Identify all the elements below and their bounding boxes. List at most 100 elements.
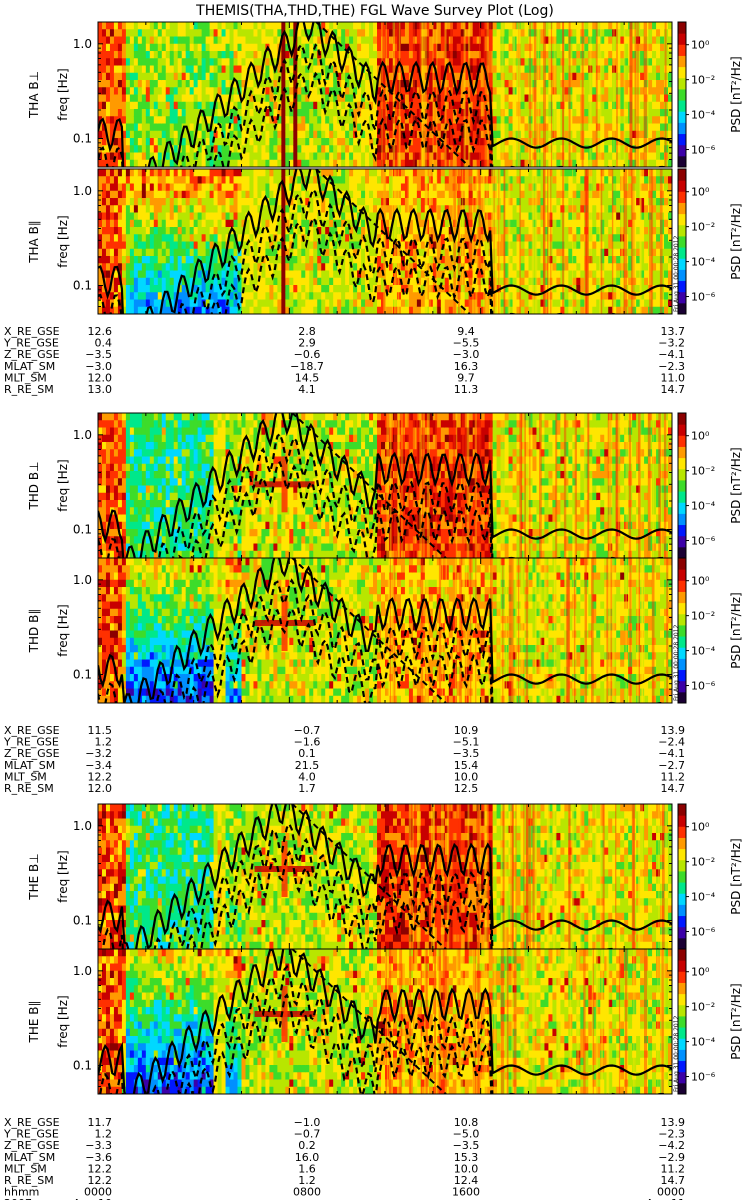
heatmap-cell [552, 36, 558, 45]
heatmap-cell [281, 306, 286, 314]
heatmap-cell [133, 263, 139, 272]
heatmap-cell [105, 241, 111, 250]
heatmap-cell [492, 116, 498, 125]
heatmap-cell [153, 58, 159, 67]
heatmap-cell [173, 248, 179, 257]
heatmap-cell [464, 138, 470, 146]
heatmap-cell [373, 198, 378, 206]
heatmap-cell [305, 94, 310, 103]
heatmap-cell [261, 299, 267, 308]
heatmap-cell [149, 138, 155, 146]
heatmap-cell [329, 152, 334, 161]
heatmap-cell [576, 51, 581, 59]
heatmap-cell [337, 43, 342, 52]
heatmap-cell [388, 130, 394, 139]
heatmap-cell [400, 22, 406, 30]
heatmap-cell [392, 43, 398, 52]
heatmap-cell [269, 123, 274, 132]
heatmap-cell [424, 116, 430, 125]
heatmap-cell [424, 152, 430, 161]
heatmap-cell [117, 101, 123, 110]
heatmap-cell [592, 72, 597, 81]
heatmap-cell [173, 169, 179, 177]
heatmap-cell [472, 138, 478, 146]
heatmap-cell [444, 101, 450, 110]
heatmap-cell [385, 29, 390, 38]
heatmap-cell [269, 159, 274, 167]
heatmap-cell [412, 80, 418, 88]
heatmap-cell [129, 22, 135, 30]
heatmap-cell [261, 176, 267, 185]
heatmap-cell [153, 183, 159, 192]
heatmap-cell [396, 219, 402, 228]
heatmap-cell [388, 116, 394, 125]
heatmap-cell [476, 219, 482, 228]
heatmap-cell [532, 116, 538, 125]
heatmap-cell [369, 169, 374, 177]
heatmap-cell [516, 94, 522, 103]
heatmap-cell [237, 123, 243, 132]
heatmap-cell [668, 51, 672, 59]
heatmap-cell [113, 190, 119, 199]
heatmap-cell [596, 29, 601, 38]
heatmap-cell [500, 116, 506, 125]
figure-title: THEMIS(THA,THD,THE) FGL Wave Survey Plot… [195, 3, 554, 19]
heatmap-cell [301, 299, 306, 308]
heatmap-cell [576, 65, 581, 74]
heatmap-cell [129, 285, 135, 293]
heatmap-cell [221, 65, 227, 74]
heatmap-cell [432, 241, 438, 250]
heatmap-cell [373, 270, 378, 279]
heatmap-cell [428, 94, 434, 103]
heatmap-cell [532, 94, 538, 103]
spectral-stripe [589, 22, 592, 167]
heatmap-cell [608, 94, 613, 103]
heatmap-cell [225, 116, 231, 125]
heatmap-cell [321, 80, 326, 88]
colorbar-step [678, 155, 686, 168]
heatmap-cell [105, 116, 111, 125]
heatmap-cell [141, 306, 147, 314]
heatmap-cell [456, 299, 462, 308]
heatmap-cell [504, 116, 510, 125]
heatmap-cell [225, 292, 231, 301]
heatmap-cell [365, 58, 370, 67]
heatmap-cell [528, 109, 534, 117]
heatmap-cell [177, 205, 183, 214]
heatmap-cell [125, 36, 131, 45]
heatmap-cell [349, 65, 354, 74]
heatmap-cell [528, 159, 534, 167]
heatmap-cell [540, 58, 546, 67]
heatmap-cell [476, 116, 482, 125]
heatmap-cell [580, 116, 585, 125]
heatmap-cell [269, 94, 274, 103]
heatmap-cell [660, 72, 665, 81]
heatmap-cell [237, 109, 243, 117]
heatmap-cell [628, 116, 633, 125]
heatmap-cell [109, 65, 115, 74]
heatmap-cell [229, 123, 235, 132]
heatmap-cell [269, 299, 274, 308]
heatmap-cell [373, 65, 378, 74]
heatmap-cell [664, 72, 669, 81]
heatmap-cell [353, 109, 358, 117]
heatmap-cell [157, 36, 163, 45]
heatmap-cell [253, 123, 259, 132]
heatmap-cell [472, 22, 478, 30]
heatmap-cell [325, 183, 330, 192]
heatmap-cell [408, 176, 414, 185]
heatmap-cell [444, 176, 450, 185]
heatmap-cell [632, 36, 637, 45]
heatmap-cell [125, 212, 131, 221]
heatmap-cell [141, 159, 147, 167]
heatmap-cell [616, 43, 621, 52]
heatmap-cell [177, 152, 183, 161]
heatmap-cell [213, 130, 219, 139]
heatmap-cell [424, 256, 430, 264]
heatmap-cell [197, 198, 203, 206]
heatmap-cell [428, 36, 434, 45]
heatmap-cell [636, 80, 641, 88]
heatmap-cell [305, 72, 310, 81]
heatmap-cell [556, 101, 561, 110]
heatmap-cell [412, 123, 418, 132]
